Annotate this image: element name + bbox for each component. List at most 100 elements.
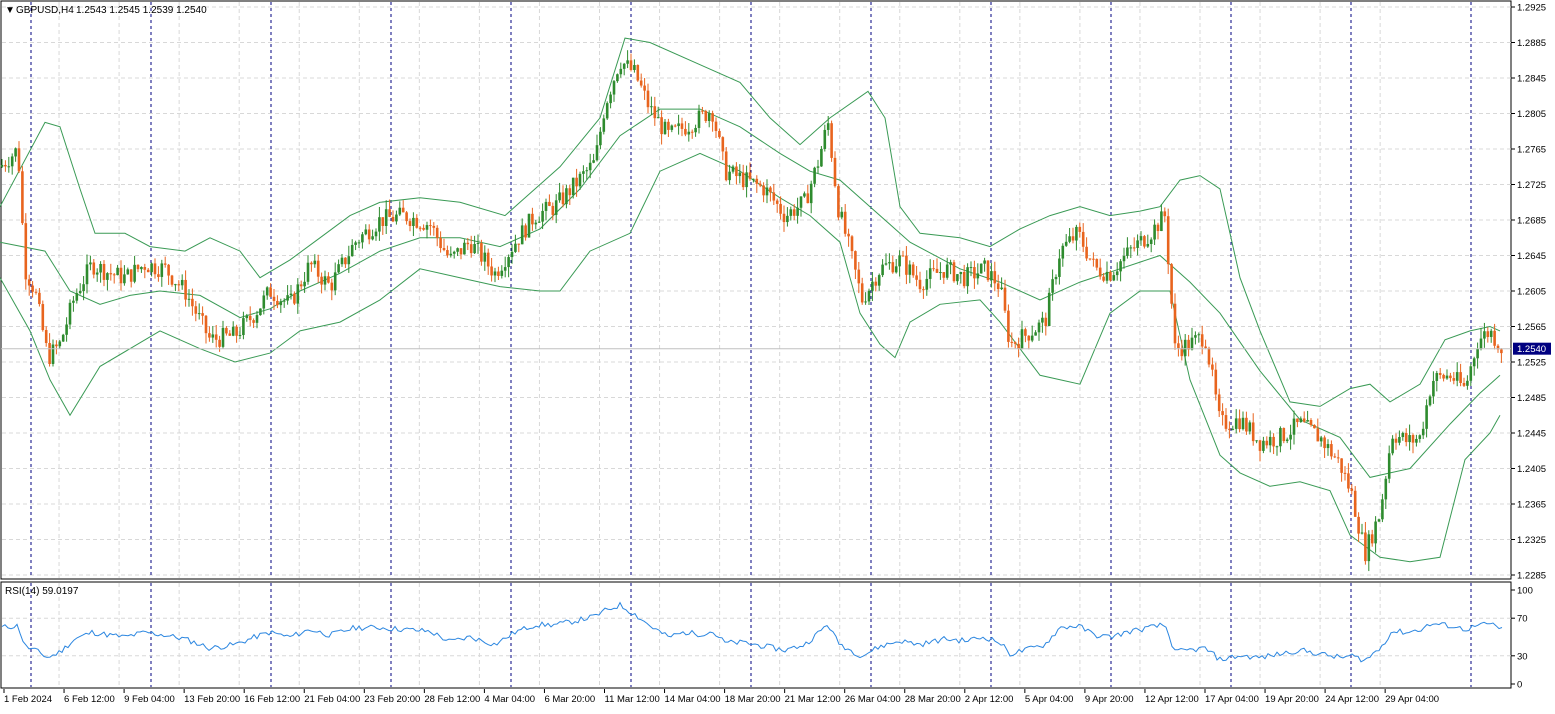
candle-bear — [143, 266, 147, 270]
candle-bear — [1163, 211, 1167, 217]
rsi-panel[interactable] — [0, 581, 1512, 689]
candle-bull — [463, 242, 466, 255]
candle-bull — [106, 273, 109, 280]
candle-bear — [248, 315, 252, 321]
candle-bear — [344, 257, 347, 265]
candle-bull — [289, 293, 293, 296]
time-tick-label: 21 Mar 12:00 — [785, 694, 841, 705]
candle-bull — [1381, 499, 1384, 520]
candle-bear — [721, 137, 725, 152]
candle-bear — [48, 343, 51, 364]
candle-bull — [1149, 239, 1153, 245]
candle-bear — [184, 279, 187, 300]
candle-bull — [99, 263, 102, 273]
candle-bear — [1313, 424, 1316, 429]
price-tick-label: 1.2645 — [1517, 251, 1546, 262]
candle-bear — [673, 125, 677, 127]
candle-bull — [619, 68, 623, 75]
candle-bull — [799, 196, 803, 208]
candle-bear — [1370, 534, 1374, 544]
candle-bear — [1156, 224, 1160, 232]
candle-bear — [486, 252, 490, 267]
candle-bull — [976, 273, 980, 279]
candle-bull — [612, 81, 616, 95]
candle-bear — [490, 266, 493, 276]
candle-bull — [1279, 428, 1282, 447]
candle-bull — [296, 284, 300, 304]
candle-bear — [167, 264, 170, 276]
candle-bull — [1030, 335, 1034, 341]
candle-bull — [582, 171, 585, 174]
candle-bull — [1428, 396, 1432, 406]
candle-bear — [1177, 343, 1180, 349]
candle-bull — [697, 110, 701, 128]
candle-bear — [201, 313, 204, 316]
rsi-tick-label: 100 — [1517, 586, 1533, 597]
candle-bull — [1183, 339, 1187, 357]
bollinger-lower-line — [0, 152, 1501, 563]
candle-bear — [1207, 347, 1211, 365]
candle-bull — [242, 318, 245, 336]
candle-bull — [1231, 428, 1235, 430]
price-panel[interactable] — [0, 0, 1512, 580]
candle-bull — [959, 271, 963, 275]
candle-bull — [728, 171, 731, 181]
candle-bull — [1119, 261, 1122, 272]
candle-bear — [891, 262, 895, 273]
candle-bull — [1377, 519, 1381, 522]
time-tick-label: 14 Mar 04:00 — [665, 694, 721, 705]
candle-bull — [1275, 446, 1279, 448]
candle-bull — [174, 284, 177, 286]
candle-bear — [1272, 436, 1275, 447]
candle-bear — [1340, 458, 1343, 473]
candle-bear — [986, 260, 990, 281]
candle-bull — [1289, 434, 1292, 440]
candle-bull — [1476, 348, 1479, 359]
candle-bull — [493, 271, 497, 276]
candle-bear — [568, 188, 572, 196]
candle-bear — [480, 243, 483, 262]
candle-bear — [1330, 444, 1333, 457]
candle-bull — [1160, 211, 1163, 232]
candle-bull — [95, 272, 99, 275]
candle-bull — [956, 274, 959, 282]
candle-bull — [1051, 279, 1054, 293]
candle-bull — [966, 267, 969, 287]
candle-bull — [605, 103, 609, 119]
candle-bear — [667, 121, 670, 130]
candle-bear — [1258, 440, 1262, 451]
candle-bull — [371, 236, 374, 240]
symbol-dropdown-icon[interactable]: ▼ — [5, 5, 15, 16]
candle-bull — [656, 117, 660, 119]
candle-bear — [1109, 271, 1112, 281]
candle-bull — [374, 231, 378, 237]
candle-bear — [782, 213, 786, 223]
candle-bull — [1285, 439, 1289, 442]
candle-bull — [765, 187, 769, 196]
candle-bull — [503, 267, 507, 271]
candle-bear — [1323, 437, 1326, 449]
candle-bear — [724, 151, 728, 181]
candle-bull — [1115, 271, 1119, 276]
candle-bear — [497, 271, 500, 276]
candle-bear — [1462, 383, 1466, 386]
candle-bull — [65, 324, 68, 335]
candle-bull — [1197, 334, 1201, 336]
candle-bull — [378, 217, 381, 232]
candle-bull — [1391, 438, 1394, 454]
candle-bear — [646, 90, 650, 108]
candle-bull — [707, 113, 711, 121]
candle-bear — [843, 211, 847, 234]
candle-bear — [208, 333, 211, 338]
candle-bear — [1394, 438, 1398, 443]
candle-bear — [146, 269, 150, 273]
candle-bear — [27, 279, 31, 286]
candle-bear — [690, 131, 694, 133]
candle-bull — [1262, 440, 1265, 451]
candle-bear — [1092, 258, 1095, 260]
candle-bull — [1432, 380, 1435, 397]
candle-bear — [31, 285, 34, 292]
candle-bear — [1496, 345, 1500, 350]
candle-bull — [622, 63, 626, 69]
